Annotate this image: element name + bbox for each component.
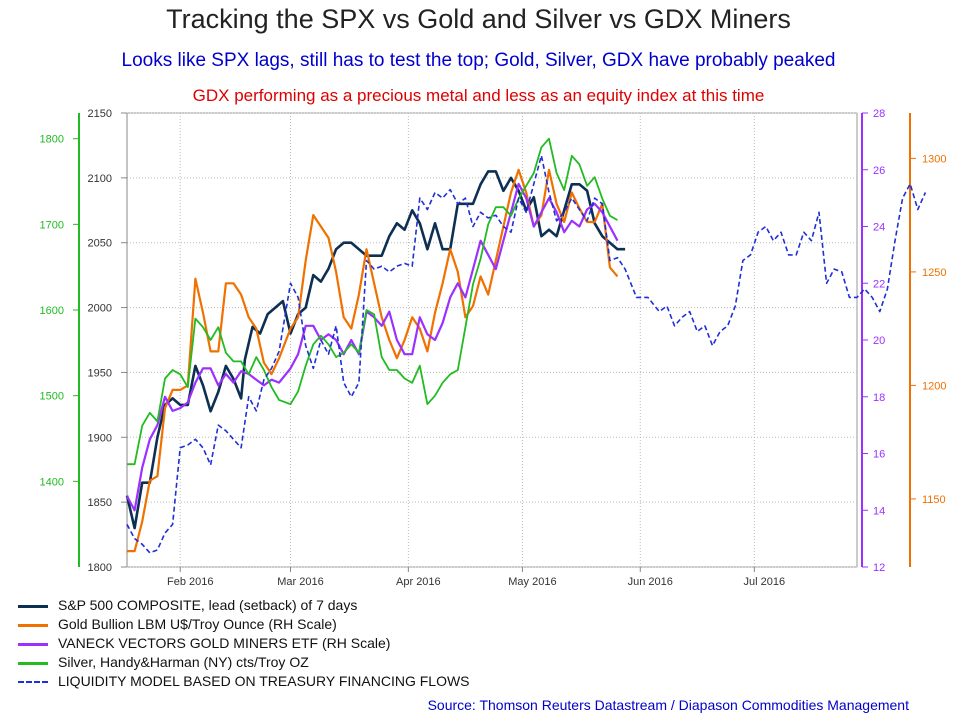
series-line-gold [127,168,619,553]
legend-swatch-gold [18,624,48,627]
spx-tick-label: 2100 [88,173,112,185]
chart-grid [126,112,858,568]
spx-tick-label: 1900 [88,432,112,444]
gdx-tick-label: 14 [873,505,885,517]
legend-label-silver: Silver, Handy&Harman (NY) cts/Troy OZ [58,654,309,670]
source-note: Source: Thomson Reuters Datastream / Dia… [427,697,909,713]
series-line-silver [127,137,618,466]
chart-axes: Feb 2016 Mar 2016 Apr 2016 May 2016 Jun 2016… [40,108,947,588]
legend-swatch-silver [18,662,48,665]
series-line-spx [125,170,626,530]
chart-subtitle-secondary: GDX performing as a precious metal and l… [192,86,765,105]
spx-tick-label: 2150 [88,108,112,120]
legend-swatch-liquidity [18,681,48,683]
chart-series [125,137,927,554]
x-tick-label: Feb 2016 [167,576,213,588]
x-tick-label: Mar 2016 [277,576,323,588]
x-tick-label: Apr 2016 [396,576,441,588]
legend-label-liquidity: LIQUIDITY MODEL BASED ON TREASURY FINANC… [58,673,470,689]
legend-label-gdx: VANECK VECTORS GOLD MINERS ETF (RH Scale… [58,635,391,651]
plot-frame [126,112,858,568]
gold-tick-label: 1250 [922,267,946,279]
silver-tick-label: 1700 [40,219,64,231]
chart-title: Tracking the SPX vs Gold and Silver vs G… [166,4,791,34]
legend-swatch-spx [18,605,48,608]
gdx-tick-label: 20 [873,335,885,347]
silver-tick-label: 1500 [40,391,64,403]
spx-tick-label: 1800 [88,562,112,574]
spx-tick-label: 1950 [88,367,112,379]
gold-tick-label: 1200 [922,380,946,392]
legend-label-gold: Gold Bullion LBM U$/Troy Ounce (RH Scale… [58,616,337,632]
gdx-tick-label: 26 [873,165,885,177]
gdx-tick-label: 24 [873,222,885,234]
spx-tick-label: 2050 [88,238,112,250]
silver-tick-label: 1800 [40,134,64,146]
silver-tick-label: 1600 [40,305,64,317]
gdx-tick-label: 28 [873,108,885,120]
x-tick-label: Jul 2016 [744,576,786,588]
gdx-tick-label: 22 [873,278,885,290]
series-line-liquidity [126,154,927,554]
chart-subtitle: Looks like SPX lags, still has to test t… [121,50,836,71]
gdx-tick-label: 18 [873,392,885,404]
spx-tick-label: 2000 [88,303,112,315]
gdx-tick-label: 16 [873,449,885,461]
gdx-tick-label: 12 [873,562,885,574]
legend-label-spx: S&P 500 COMPOSITE, lead (setback) of 7 d… [58,597,358,613]
x-tick-label: Jun 2016 [628,576,673,588]
spx-tick-label: 1850 [88,497,112,509]
silver-tick-label: 1400 [40,476,64,488]
legend-swatch-gdx [18,643,48,646]
gold-tick-label: 1300 [922,153,946,165]
x-tick-label: May 2016 [508,576,556,588]
gold-tick-label: 1150 [922,494,946,506]
